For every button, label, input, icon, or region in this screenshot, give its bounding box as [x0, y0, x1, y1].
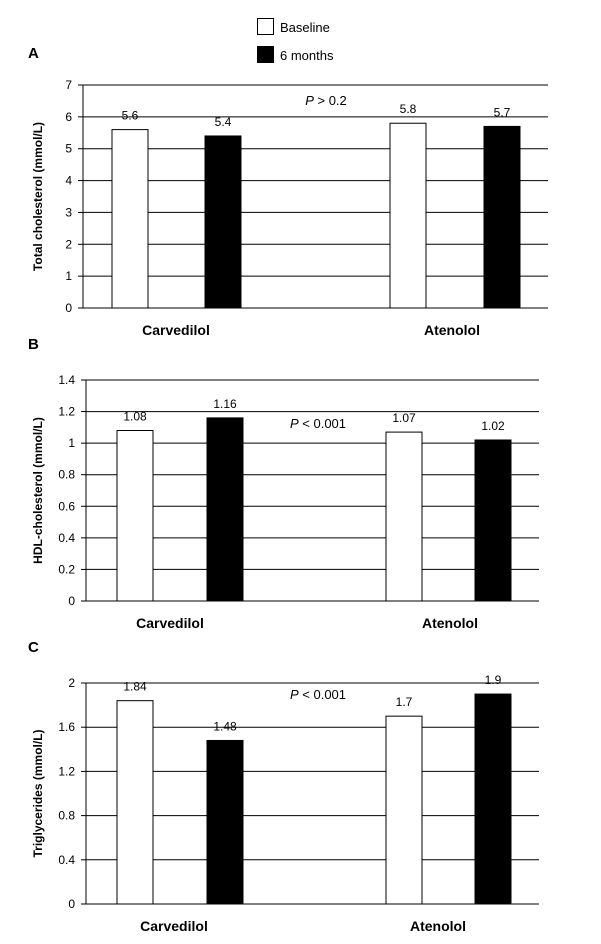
p-value-text-a: > 0.2: [314, 93, 347, 108]
bar-a-atenolol-baseline: [389, 122, 427, 309]
y-tick-label-c-3: 1.2: [58, 764, 75, 778]
y-tick-label-b-7: 1.4: [58, 373, 75, 387]
chart-panel-b: B 0 0.2 0.4 0.6 0.8 1 1.2 1.4 HDL-cholesterol (mm…: [28, 336, 539, 631]
y-tick-label-c-1: 0.4: [58, 853, 75, 867]
data-label-a-atenolol-baseline: 5.8: [400, 102, 417, 116]
p-value-annotation-b: P < 0.001: [290, 416, 346, 431]
p-value-symbol-c: P: [290, 687, 299, 702]
data-label-b-carvedilol-6-months: 1.16: [213, 397, 237, 411]
category-label-b-carvedilol: Carvedilol: [136, 615, 204, 631]
bar-b-atenolol-6-months: [474, 439, 512, 602]
panel-letter-b: B: [28, 336, 39, 353]
panel-letter-c: C: [28, 639, 39, 656]
category-label-c-carvedilol: Carvedilol: [140, 918, 208, 934]
category-label-a-carvedilol: Carvedilol: [142, 322, 210, 338]
bar-a-carvedilol-baseline: [111, 129, 149, 309]
y-tick-label-a-5: 5: [65, 142, 72, 156]
y-tick-label-b-2: 0.4: [58, 531, 75, 545]
data-label-b-atenolol-6-months: 1.02: [481, 419, 505, 433]
y-axis-label-c: Triglycerides (mmol/L): [31, 729, 45, 857]
category-label-c-atenolol: Atenolol: [410, 918, 466, 934]
bar-b-carvedilol-6-months: [206, 417, 244, 602]
y-tick-label-c-2: 0.8: [58, 809, 75, 823]
y-tick-label-a-0: 0: [65, 301, 72, 315]
y-tick-label-a-6: 6: [65, 110, 72, 124]
y-tick-label-a-2: 2: [65, 237, 72, 251]
bar-c-atenolol-6-months: [474, 693, 512, 905]
p-value-symbol-a: P: [305, 93, 314, 108]
y-tick-label-b-6: 1.2: [58, 405, 75, 419]
y-tick-label-b-1: 0.2: [58, 562, 75, 576]
data-label-c-carvedilol-6-months: 1.48: [213, 719, 237, 733]
y-tick-label-a-4: 4: [65, 174, 72, 188]
data-label-c-carvedilol-baseline: 1.84: [123, 680, 147, 694]
y-tick-label-b-4: 0.8: [58, 468, 75, 482]
bar-b-atenolol-baseline: [385, 431, 423, 602]
bar-a-atenolol-6-months: [483, 125, 521, 309]
y-tick-label-a-7: 7: [65, 78, 72, 92]
data-label-c-atenolol-6-months: 1.9: [485, 673, 502, 687]
chart-panel-c: C 0 0.4 0.8 1.2 1.6 2 Triglycerides (mmol/L) 1.8…: [28, 639, 539, 934]
data-label-c-atenolol-baseline: 1.7: [396, 695, 413, 709]
bar-c-atenolol-baseline: [385, 715, 423, 905]
bar-a-carvedilol-6-months: [204, 135, 242, 309]
bar-b-carvedilol-baseline: [116, 430, 154, 602]
legend-swatch-baseline: [257, 18, 274, 35]
y-tick-label-c-5: 2: [68, 676, 75, 690]
data-label-a-carvedilol-baseline: 5.6: [122, 109, 139, 123]
legend-label-baseline: Baseline: [280, 20, 330, 35]
y-tick-label-a-3: 3: [65, 205, 72, 219]
p-value-annotation-a: P > 0.2: [305, 93, 347, 108]
bar-c-carvedilol-6-months: [206, 739, 244, 905]
category-label-a-atenolol: Atenolol: [424, 322, 480, 338]
y-axis-label-b: HDL-cholesterol (mmol/L): [31, 417, 45, 564]
p-value-text-c: < 0.001: [299, 687, 346, 702]
y-tick-label-c-4: 1.6: [58, 720, 75, 734]
y-axis-label-a: Total cholesterol (mmol/L): [31, 122, 45, 271]
y-tick-label-b-5: 1: [68, 436, 75, 450]
legend-label-6-months: 6 months: [280, 48, 334, 63]
data-label-b-carvedilol-baseline: 1.08: [123, 410, 147, 424]
data-label-a-atenolol-6-months: 5.7: [494, 105, 511, 119]
y-tick-label-b-3: 0.6: [58, 499, 75, 513]
chart-panel-a: A 0 1 2 3 4 5 6 7 Total cholesterol (mmol/L) 5.6 5.…: [28, 45, 548, 338]
data-label-b-atenolol-baseline: 1.07: [392, 411, 416, 425]
bar-c-carvedilol-baseline: [116, 700, 154, 905]
y-tick-label-b-0: 0: [68, 594, 75, 608]
panel-letter-a: A: [28, 45, 39, 62]
p-value-annotation-c: P < 0.001: [290, 687, 346, 702]
p-value-symbol-b: P: [290, 416, 299, 431]
data-label-a-carvedilol-6-months: 5.4: [215, 115, 232, 129]
p-value-text-b: < 0.001: [299, 416, 346, 431]
y-tick-label-c-0: 0: [68, 897, 75, 911]
category-label-b-atenolol: Atenolol: [422, 615, 478, 631]
y-tick-label-a-1: 1: [65, 269, 72, 283]
legend-swatch-6-months: [257, 46, 274, 63]
